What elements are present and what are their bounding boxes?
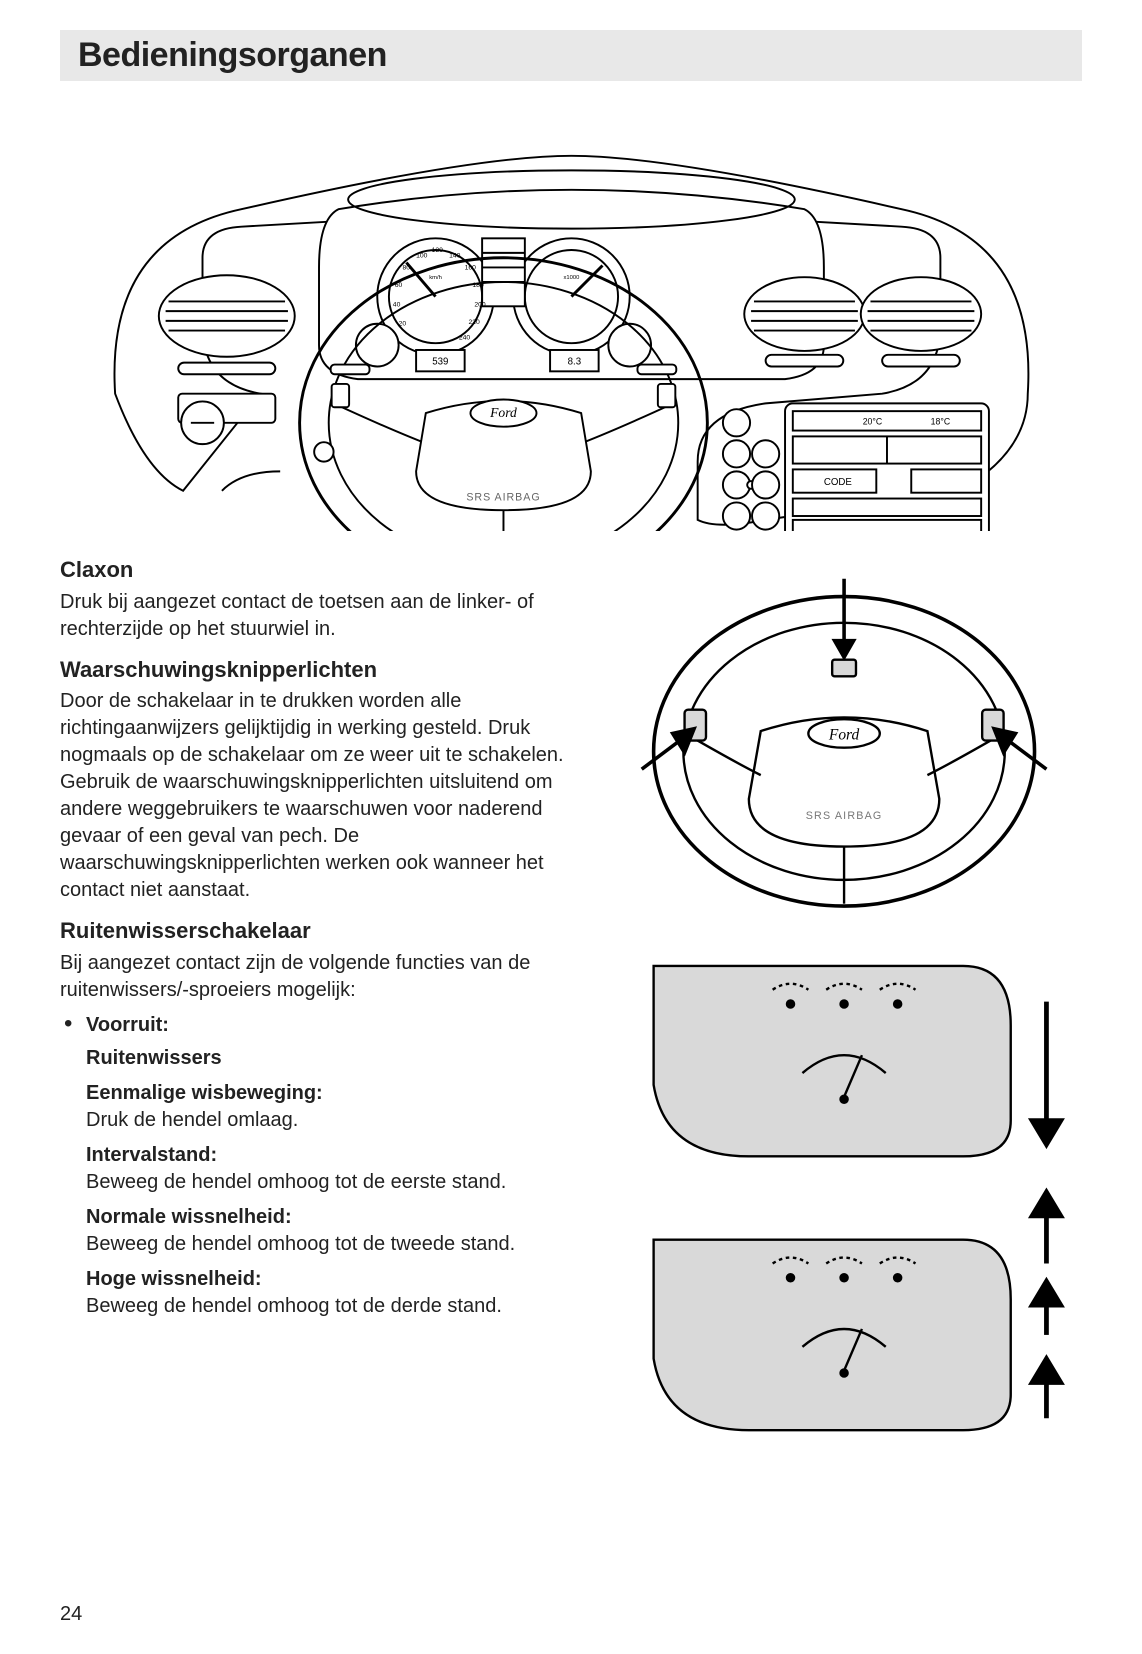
svg-text:CODE: CODE <box>823 477 852 488</box>
page-header: Bedieningsorganen <box>60 30 1082 81</box>
wiper-stalk-figure <box>606 954 1082 1454</box>
svg-text:20°C: 20°C <box>862 417 881 427</box>
sub-normal-label: Normale wissnelheid: <box>86 1204 576 1231</box>
body-hazard: Door de schakelaar in te drukken worden … <box>60 688 576 904</box>
dashboard-illustration: Ford SRS AIRBAG 539 8.3 CODE 20°C 18°C 2… <box>60 101 1082 531</box>
svg-text:120: 120 <box>431 247 443 254</box>
page-number: 24 <box>60 1603 82 1626</box>
svg-text:km/h: km/h <box>429 275 442 281</box>
svg-text:80: 80 <box>402 264 410 271</box>
figure-column: Ford SRS AIRBAG <box>606 543 1082 1454</box>
sub-hoge-label: Hoge wissnelheid: <box>86 1266 576 1293</box>
svg-text:SRS AIRBAG: SRS AIRBAG <box>806 810 883 822</box>
svg-text:140: 140 <box>449 253 461 260</box>
svg-text:20: 20 <box>398 321 406 328</box>
steering-wheel-figure: Ford SRS AIRBAG <box>606 543 1082 924</box>
svg-text:220: 220 <box>468 319 480 326</box>
svg-text:200: 200 <box>474 301 486 308</box>
svg-text:Ford: Ford <box>828 726 860 743</box>
body-claxon: Druk bij aangezet contact de toetsen aan… <box>60 589 576 643</box>
svg-text:539: 539 <box>432 357 448 368</box>
page-title: Bedieningsorganen <box>78 36 1064 75</box>
svg-text:180: 180 <box>472 282 484 289</box>
svg-text:18°C: 18°C <box>930 417 949 427</box>
dashboard-svg: Ford SRS AIRBAG 539 8.3 CODE 20°C 18°C 2… <box>86 101 1057 531</box>
heading-hazard: Waarschuwingsknipperlichten <box>60 655 576 685</box>
sub-hoge-body: Beweeg de hendel omhoog tot de derde sta… <box>86 1295 502 1317</box>
svg-text:60: 60 <box>394 282 402 289</box>
svg-text:SRS AIRBAG: SRS AIRBAG <box>466 491 540 503</box>
sub-normal-body: Beweeg de hendel omhoog tot de tweede st… <box>86 1233 515 1255</box>
svg-text:x1000: x1000 <box>563 275 579 281</box>
sub-eenmalig-label: Eenmalige wisbeweging: <box>86 1080 576 1107</box>
svg-text:Ford: Ford <box>489 405 517 420</box>
text-column: Claxon Druk bij aangezet contact de toet… <box>60 543 576 1454</box>
intro-wiper: Bij aangezet contact zijn de volgende fu… <box>60 950 576 1004</box>
svg-text:100: 100 <box>416 253 428 260</box>
sub-ruitenwissers: Ruitenwissers <box>86 1045 576 1072</box>
svg-text:240: 240 <box>458 334 470 341</box>
heading-wiper: Ruitenwisserschakelaar <box>60 916 576 946</box>
heading-claxon: Claxon <box>60 555 576 585</box>
svg-text:160: 160 <box>464 264 476 271</box>
sub-interval-body: Beweeg de hendel omhoog tot de eerste st… <box>86 1171 506 1193</box>
bullet-voorruit: Voorruit: <box>86 1014 169 1036</box>
svg-text:8.3: 8.3 <box>567 357 580 368</box>
sub-eenmalig-body: Druk de hendel omlaag. <box>86 1109 298 1131</box>
svg-text:40: 40 <box>392 301 400 308</box>
sub-interval-label: Intervalstand: <box>86 1142 576 1169</box>
